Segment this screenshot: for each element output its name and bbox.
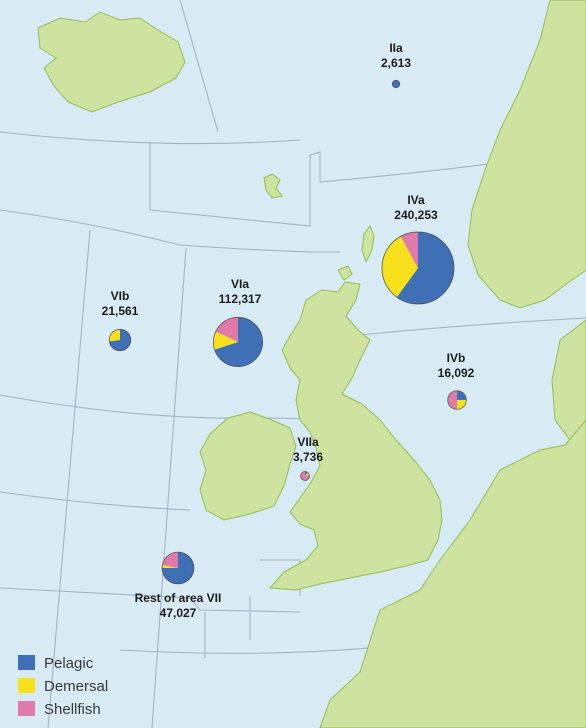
pie-slice-demersal (457, 400, 467, 410)
area-name-label: IIa (389, 41, 403, 55)
pie-slice-demersal (109, 329, 120, 342)
land-masses (37, 0, 586, 728)
orkney (337, 265, 353, 281)
pie-viia (300, 471, 310, 481)
area-value-label: 240,253 (394, 208, 438, 222)
pie-slice-pelagic (396, 232, 455, 305)
iceland (37, 11, 186, 113)
pie-vib (108, 328, 132, 352)
area-value-label: 47,027 (160, 606, 197, 620)
area-value-label: 16,092 (438, 366, 475, 380)
pie-slice-pelagic (214, 317, 263, 367)
legend: Pelagic Demersal Shellfish (18, 655, 108, 718)
area-name-label: VIIa (297, 435, 319, 449)
pie-slice-shellfish (447, 390, 457, 410)
ireland (199, 411, 297, 521)
pie-slice-pelagic (392, 80, 400, 88)
area-name-label: IVb (447, 351, 466, 365)
pie-slice-demersal (162, 565, 178, 568)
pie-outline (381, 231, 455, 305)
pie-outline (391, 79, 401, 89)
area-value-label: 3,736 (293, 450, 323, 464)
legend-swatch-demersal (18, 678, 35, 693)
continental-europe (319, 419, 586, 728)
catch-pies (108, 79, 467, 585)
area-name-label: Rest of area VII (135, 591, 222, 605)
area-name-label: VIb (111, 289, 130, 303)
legend-label-shellfish: Shellfish (44, 701, 101, 718)
pie-slice-pelagic (109, 329, 131, 351)
pie-slice-demersal (213, 331, 238, 350)
pie-slice-pelagic (305, 471, 308, 476)
legend-label-demersal: Demersal (44, 678, 108, 695)
pie-ivb (447, 390, 467, 410)
area-value-label: 2,613 (381, 56, 411, 70)
area-value-label: 112,317 (219, 292, 262, 306)
pie-rest-of-area-vii (161, 551, 195, 585)
legend-label-pelagic: Pelagic (44, 655, 94, 672)
legend-swatch-pelagic (18, 655, 35, 670)
pie-slice-shellfish (400, 232, 418, 268)
norway (467, 0, 586, 309)
pie-outline (447, 390, 467, 410)
area-value-label: 21,561 (102, 304, 139, 318)
legend-swatch-shellfish (18, 701, 35, 716)
pie-slice-shellfish (162, 552, 178, 568)
pie-slice-shellfish (300, 471, 310, 481)
pie-iia (391, 79, 401, 89)
area-name-label: IVa (407, 193, 425, 207)
pie-slice-shellfish (215, 317, 238, 342)
area-name-label: VIa (231, 277, 249, 291)
pie-outline (108, 328, 132, 352)
shetland (361, 224, 375, 264)
pie-outline (300, 471, 310, 481)
pie-slice-pelagic (457, 390, 467, 400)
pie-via (213, 317, 263, 367)
faroe-islands (263, 173, 283, 199)
great-britain (268, 281, 443, 591)
pie-outline (161, 551, 195, 585)
pie-iva (381, 231, 455, 305)
pie-slice-demersal (382, 236, 418, 298)
pie-outline (213, 317, 263, 367)
